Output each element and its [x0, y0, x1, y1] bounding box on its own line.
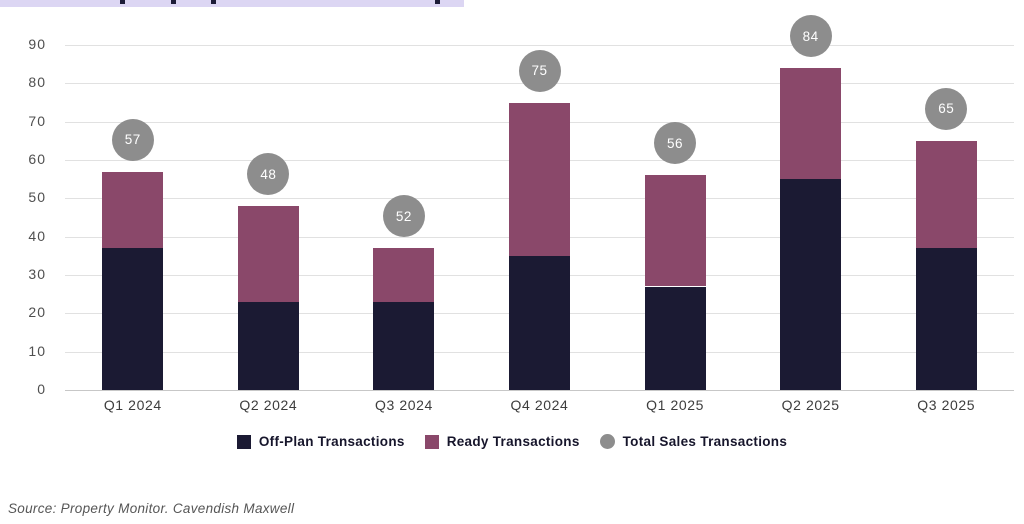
legend-item-offplan-swatch-icon: [236, 434, 251, 449]
legend-item-total-label: Total Sales Transactions: [622, 434, 788, 449]
text-descender-mark: [171, 0, 176, 4]
bar-ready-q1-2024: [102, 171, 164, 249]
legend-item-ready-swatch-icon: [424, 434, 439, 449]
x-axis-tick-label: Q3 2025: [917, 397, 976, 413]
bar-ready-q3-2024: [373, 248, 435, 302]
total-label-q4-2024: 75: [518, 49, 561, 92]
text-descender-mark: [120, 0, 125, 4]
total-label-q3-2025: 65: [925, 87, 968, 130]
bar-offplan-q3-2025: [915, 248, 977, 390]
y-axis-tick-label: 10: [28, 342, 46, 359]
y-axis-tick-label: 30: [28, 266, 46, 282]
x-axis-tick-label: Q2 2024: [239, 397, 298, 413]
text-descender-mark: [211, 0, 216, 4]
bar-offplan-q4-2024: [509, 255, 570, 390]
bar-ready-q2-2024: [237, 206, 299, 302]
y-axis-tick-label: 20: [28, 304, 46, 321]
legend-item-ready: Ready Transactions: [424, 434, 580, 449]
x-axis-tick-label: Q2 2025: [781, 397, 840, 413]
y-axis-tick-label: 90: [28, 36, 46, 52]
clipped-title-highlight: [0, 0, 464, 7]
source-note: Source: Property Monitor. Cavendish Maxw…: [8, 501, 295, 516]
bar-ready-q3-2025: [915, 140, 977, 249]
bar-offplan-q3-2024: [373, 301, 435, 390]
y-axis-tick-label: 80: [28, 74, 46, 91]
chart-legend: Off-Plan Transactions Ready Transactions T…: [0, 434, 1024, 449]
text-descender-mark: [435, 0, 440, 4]
gridline-y-0: [65, 390, 1014, 391]
legend-item-offplan-label: Off-Plan Transactions: [258, 434, 405, 449]
x-axis-tick-label: Q1 2025: [646, 397, 705, 413]
y-axis-tick-label: 70: [28, 112, 46, 129]
bar-offplan-q1-2025: [644, 286, 706, 390]
total-label-q3-2024: 52: [382, 195, 425, 238]
x-axis-tick-label: Q1 2024: [103, 397, 162, 413]
y-axis-tick-label: 0: [37, 381, 46, 397]
total-label-q1-2025: 56: [654, 122, 697, 165]
bar-offplan-q2-2024: [237, 301, 299, 390]
legend-item-ready-label: Ready Transactions: [446, 434, 580, 449]
total-label-q1-2024: 57: [111, 118, 154, 161]
legend-item-total: Total Sales Transactions: [599, 434, 788, 449]
y-axis-tick-label: 60: [28, 151, 46, 167]
total-label-q2-2025: 84: [789, 15, 832, 57]
y-axis-tick-label: 50: [28, 189, 46, 206]
legend-item-total-swatch-icon: [599, 434, 615, 449]
gridline-y-90: [65, 45, 1014, 46]
x-axis-tick-label: Q3 2024: [374, 397, 433, 413]
x-axis-tick-label: Q4 2024: [510, 397, 569, 413]
bar-offplan-q2-2025: [780, 179, 842, 390]
total-label-q2-2024: 48: [247, 153, 290, 195]
legend-item-offplan: Off-Plan Transactions: [236, 434, 405, 449]
y-axis-tick-label: 40: [28, 227, 46, 244]
bar-offplan-q1-2024: [102, 248, 164, 390]
bar-ready-q2-2025: [780, 68, 842, 180]
bar-ready-q1-2025: [644, 175, 706, 287]
bar-ready-q4-2024: [509, 102, 570, 256]
